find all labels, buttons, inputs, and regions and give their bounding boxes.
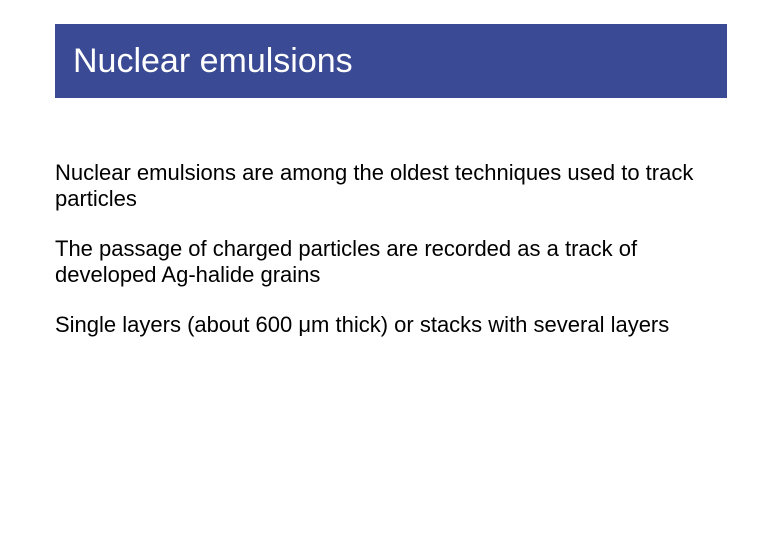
slide: Nuclear emulsions Nuclear emulsions are … bbox=[0, 0, 780, 540]
body-text-area: Nuclear emulsions are among the oldest t… bbox=[55, 160, 727, 362]
paragraph: Nuclear emulsions are among the oldest t… bbox=[55, 160, 727, 212]
paragraph: The passage of charged particles are rec… bbox=[55, 236, 727, 288]
slide-title: Nuclear emulsions bbox=[73, 42, 353, 81]
title-bar: Nuclear emulsions bbox=[55, 24, 727, 98]
paragraph: Single layers (about 600 μm thick) or st… bbox=[55, 312, 727, 338]
